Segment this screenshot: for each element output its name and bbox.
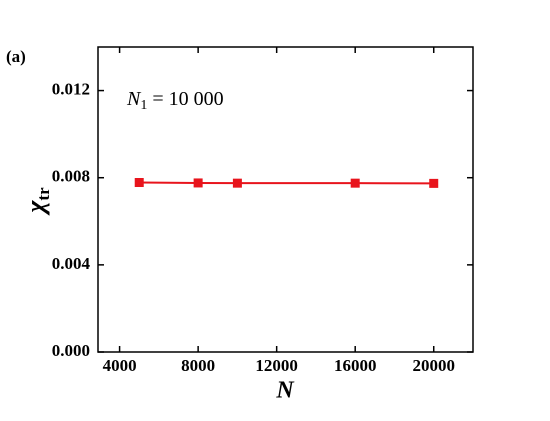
x-tick-label: 12000 [255, 356, 298, 375]
y-axis-symbol: χ [21, 200, 50, 216]
x-tick-label: 8000 [181, 356, 215, 375]
series-line [139, 181, 434, 185]
x-tick-label: 4000 [103, 356, 137, 375]
annotation-text: = 10 000 [152, 88, 223, 110]
annotation: N1 = 10 000 [126, 88, 224, 114]
x-tick-label: 20000 [412, 356, 455, 375]
y-tick-label: 0.004 [52, 254, 91, 273]
y-tick-label: 0.000 [52, 341, 90, 360]
y-axis-subscript: tr [34, 187, 53, 201]
panel-label: (a) [6, 47, 26, 66]
data-point [350, 178, 360, 188]
data-point [429, 178, 439, 188]
annotation-subscript: 1 [140, 98, 147, 113]
data-point [232, 178, 242, 188]
y-axis-label: χtr [21, 187, 53, 216]
data-point [193, 178, 203, 188]
data-point [134, 178, 144, 188]
y-tick-label: 0.012 [52, 79, 90, 98]
y-tick-label: 0.008 [52, 167, 90, 186]
x-tick-label: 16000 [334, 356, 377, 375]
annotation-symbol: N [126, 88, 142, 110]
plot-frame [97, 46, 474, 353]
x-axis-label: N [275, 378, 295, 404]
